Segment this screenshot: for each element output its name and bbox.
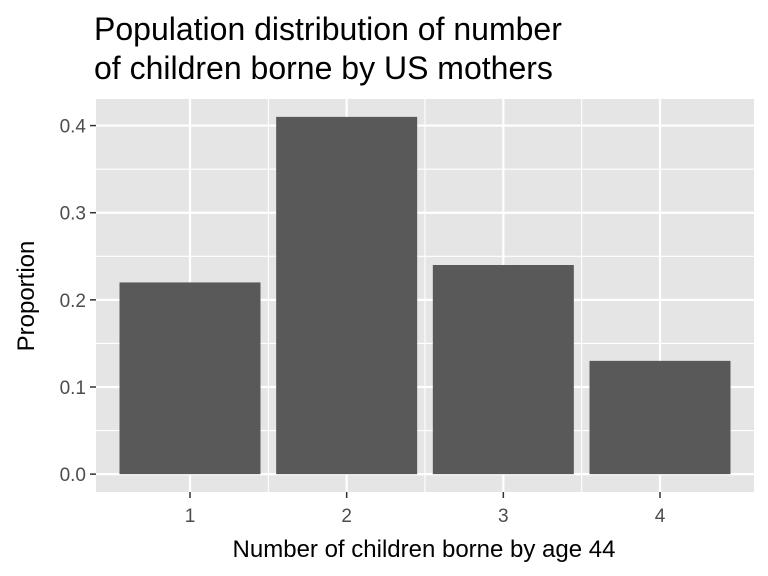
x-tick-label: 3 [498,506,509,527]
x-tick-label: 2 [341,506,352,527]
y-tick-label: 0.2 [60,291,86,312]
y-tick-label: 0.0 [60,465,86,486]
y-tick-label: 0.3 [60,204,86,225]
x-axis: 1 2 3 4 [185,492,666,527]
y-axis: 0.0 0.1 0.2 0.3 0.4 [60,117,96,486]
x-tick-label: 1 [185,506,196,527]
bar-1 [119,282,261,475]
y-axis-title: Proportion [13,241,40,352]
y-tick-label: 0.1 [60,378,86,399]
bars [119,116,731,475]
y-tick-label: 0.4 [60,117,87,138]
bar-3 [432,265,574,475]
x-axis-title: Number of children borne by age 44 [233,536,616,563]
x-tick-label: 4 [655,506,666,527]
bar-4 [589,360,731,475]
chart-title: Population distribution of number of chi… [94,11,562,86]
bar-2 [276,116,418,475]
